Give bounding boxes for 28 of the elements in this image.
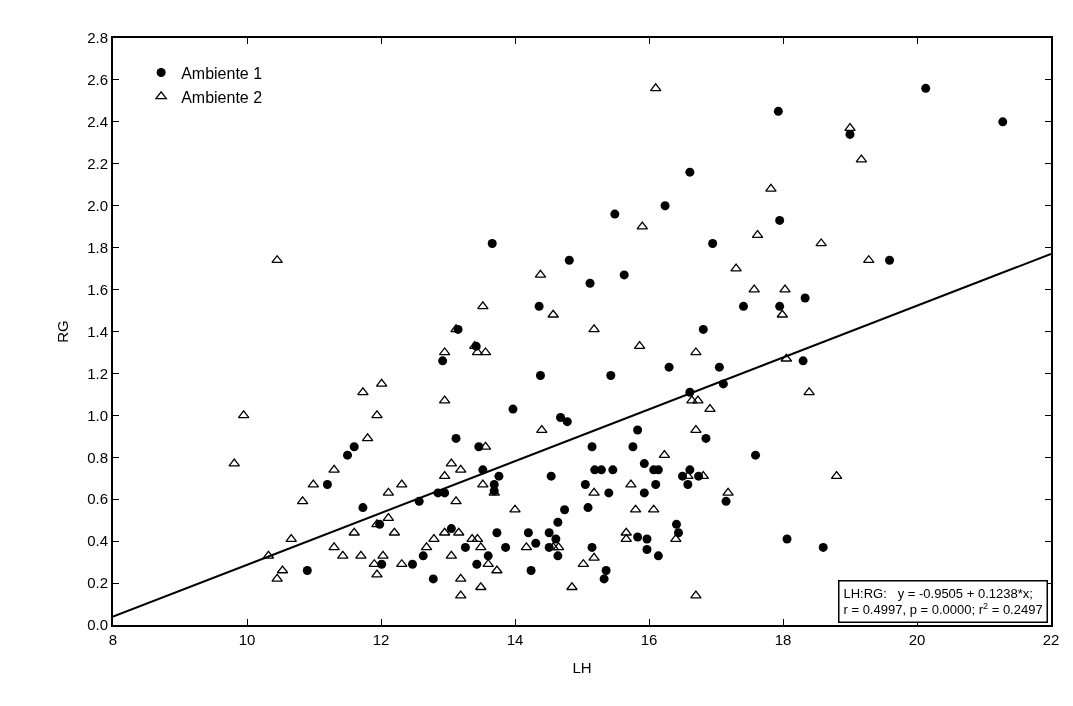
x-tick-label: 8 <box>108 631 118 648</box>
x-tick-label: 12 <box>372 631 390 648</box>
y-tick-label: 1.2 <box>87 364 108 382</box>
y-tick-label: 1.6 <box>87 280 108 298</box>
y-tick-label: 2.8 <box>87 29 108 47</box>
y-tick-label: 1.8 <box>87 238 108 256</box>
y-tick-label: 0.0 <box>87 616 108 634</box>
x-tick-label: 20 <box>908 631 926 648</box>
y-tick-label: 1.4 <box>87 322 108 340</box>
y-axis-title: RG <box>53 320 71 343</box>
x-axis-title: LH <box>572 658 592 676</box>
y-tick-label: 2.6 <box>87 71 108 89</box>
y-tick-label: 2.2 <box>87 155 108 173</box>
y-tick-label: 0.4 <box>87 532 108 550</box>
legend-label: Ambiente 1 <box>181 64 263 82</box>
y-tick-label: 1.0 <box>87 406 108 424</box>
y-tick-label: 0.6 <box>87 490 108 508</box>
y-tick-label: 2.4 <box>87 113 108 131</box>
x-tick-label: 14 <box>506 631 524 648</box>
x-tick-label: 22 <box>1042 631 1060 648</box>
legend-label: Ambiente 2 <box>181 88 263 106</box>
x-tick-label: 16 <box>640 631 658 648</box>
annotation: LH:RG: y = -0.9505 + 0.1238*x; r = 0.4997, p = 0.0000; r$^{2}$ = 0.2497 <box>843 585 1043 618</box>
y-tick-label: 0.2 <box>87 574 108 592</box>
y-tick-label: 2.0 <box>87 196 108 214</box>
y-tick-label: 0.8 <box>87 448 108 466</box>
x-tick-label: 18 <box>774 631 792 648</box>
x-tick-label: 10 <box>238 631 256 648</box>
